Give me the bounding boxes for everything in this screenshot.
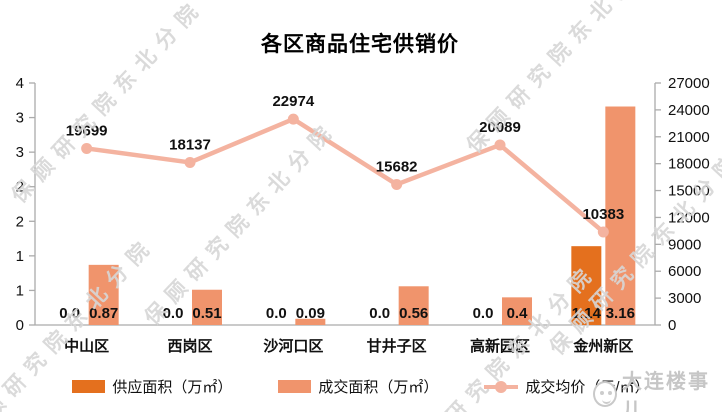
supply-area-value-label: 0.0 (369, 305, 390, 322)
legend-item-transaction-area: 成交面积（万㎡） (278, 376, 438, 397)
legend-label-average-price: 成交均价（元/㎡） (525, 379, 650, 396)
average-price-value-label: 10383 (582, 206, 624, 223)
category-label: 金州新区 (572, 337, 633, 355)
transaction-area-value-label: 0.4 (507, 305, 529, 322)
transaction-area-bar (398, 286, 429, 325)
left-axis-tick-label: 2 (16, 213, 24, 230)
average-price-value-label: 20089 (479, 119, 521, 136)
average-price-point (81, 142, 93, 154)
average-price-point (494, 139, 506, 151)
category-label: 西岗区 (167, 337, 212, 355)
chart-title: 各区商品住宅供销价 (261, 33, 459, 56)
legend-label-supply-area: 供应面积（万㎡） (112, 379, 233, 396)
transaction-area-value-label: 0.56 (399, 305, 428, 322)
supply-area-value-label: 0.0 (473, 305, 494, 322)
left-axis-tick-label: 2 (16, 179, 24, 196)
right-axis-tick-label: 12000 (668, 209, 710, 226)
transaction-area-bar (88, 264, 119, 325)
average-price-point (287, 113, 299, 125)
category-label: 中山区 (64, 337, 109, 355)
average-price-point (597, 226, 609, 238)
transaction-area-bar (192, 289, 222, 325)
legend-item-supply-area: 供应面积（万㎡） (72, 376, 232, 397)
transaction-area-bar (605, 106, 636, 325)
dalian-loushier-logo-icon (593, 381, 617, 407)
average-price-value-label: 18137 (169, 136, 211, 153)
average-price-value-label: 15682 (376, 158, 418, 175)
brand-name: 大连楼事儿 (622, 371, 710, 412)
right-axis-tick-label: 18000 (668, 156, 710, 173)
supply-area-swatch-icon (72, 380, 106, 393)
left-axis-tick-label: 1 (16, 282, 24, 299)
average-price-line-marker-icon (484, 380, 519, 393)
right-axis-tick-label: 27000 (668, 75, 710, 92)
supply-area-value-label: 0.0 (163, 305, 184, 322)
right-axis-tick-label: 6000 (668, 263, 701, 280)
right-axis-tick-label: 24000 (668, 102, 710, 119)
left-axis-tick-label: 3 (16, 144, 24, 161)
average-price-line (86, 116, 605, 234)
category-label: 沙河口区 (263, 337, 323, 355)
legend-label-transaction-area: 成交面积（万㎡） (318, 379, 439, 396)
supply-area-bar (571, 246, 602, 325)
transaction-area-value-label: 0.87 (89, 305, 118, 322)
transaction-area-value-label: 0.09 (296, 305, 325, 322)
right-axis-tick-label: 0 (668, 317, 676, 334)
average-price-point (184, 156, 196, 168)
left-axis-tick-label: 0 (16, 317, 24, 334)
category-label: 高新园区 (470, 337, 530, 355)
transaction-area-bar (295, 318, 326, 325)
legend-item-average-price: 成交均价（元/㎡） (484, 376, 650, 397)
chart-legend: 供应面积（万㎡） 成交面积（万㎡） 成交均价（元/㎡） (0, 376, 722, 397)
supply-area-value-label: 0.0 (266, 305, 287, 322)
left-axis-tick-label: 1 (16, 248, 24, 265)
transaction-area-value-label: 3.16 (606, 305, 635, 322)
transaction-area-value-label: 0.51 (192, 305, 221, 322)
right-axis-tick-label: 9000 (668, 236, 701, 253)
average-price-value-label: 22974 (272, 93, 314, 110)
supply-area-value-label: 1.14 (572, 305, 602, 322)
right-axis-tick-label: 3000 (668, 290, 701, 307)
transaction-area-swatch-icon (278, 380, 312, 393)
right-axis-tick-label: 15000 (668, 183, 710, 200)
transaction-area-bar (502, 297, 532, 325)
left-axis-tick-label: 3 (16, 110, 24, 127)
category-label: 甘井子区 (367, 337, 427, 355)
average-price-value-label: 19699 (66, 122, 108, 139)
left-axis-tick-label: 4 (16, 75, 24, 92)
right-axis-tick-label: 21000 (668, 129, 710, 146)
supply-area-value-label: 0.0 (59, 305, 80, 322)
average-price-point (391, 178, 403, 190)
brand-badge: 大连楼事儿 (593, 365, 722, 412)
